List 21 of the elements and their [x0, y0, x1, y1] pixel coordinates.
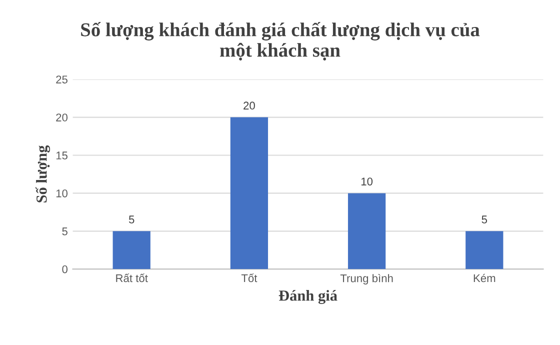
bar — [112, 231, 150, 270]
x-tick-label: Rất tốt — [116, 273, 148, 282]
data-label: 5 — [482, 216, 488, 224]
chart-title: Số lượng khách đánh giá chất lượng dịch vụ của một khách sạn — [81, 22, 480, 60]
bar — [466, 231, 504, 270]
y-tick-label: 10 — [56, 189, 68, 198]
bar — [348, 193, 386, 270]
y-tick-label: 5 — [62, 228, 68, 236]
y-tick-label: 20 — [56, 114, 68, 122]
data-label: 20 — [244, 102, 255, 110]
bar — [230, 117, 268, 270]
x-tick-label: Kém — [474, 274, 496, 282]
x-tick-label: Trung bình — [340, 274, 393, 284]
y-tick-label: 15 — [56, 152, 68, 160]
y-tick-label: 0 — [62, 265, 68, 274]
x-axis-title: Đánh giá — [278, 290, 338, 304]
data-label: 5 — [128, 216, 134, 224]
x-tick-label: Tốt — [241, 273, 258, 282]
data-label: 10 — [361, 178, 373, 186]
y-tick-label: 25 — [56, 76, 68, 84]
y-axis-title: Số lượng — [36, 145, 50, 202]
